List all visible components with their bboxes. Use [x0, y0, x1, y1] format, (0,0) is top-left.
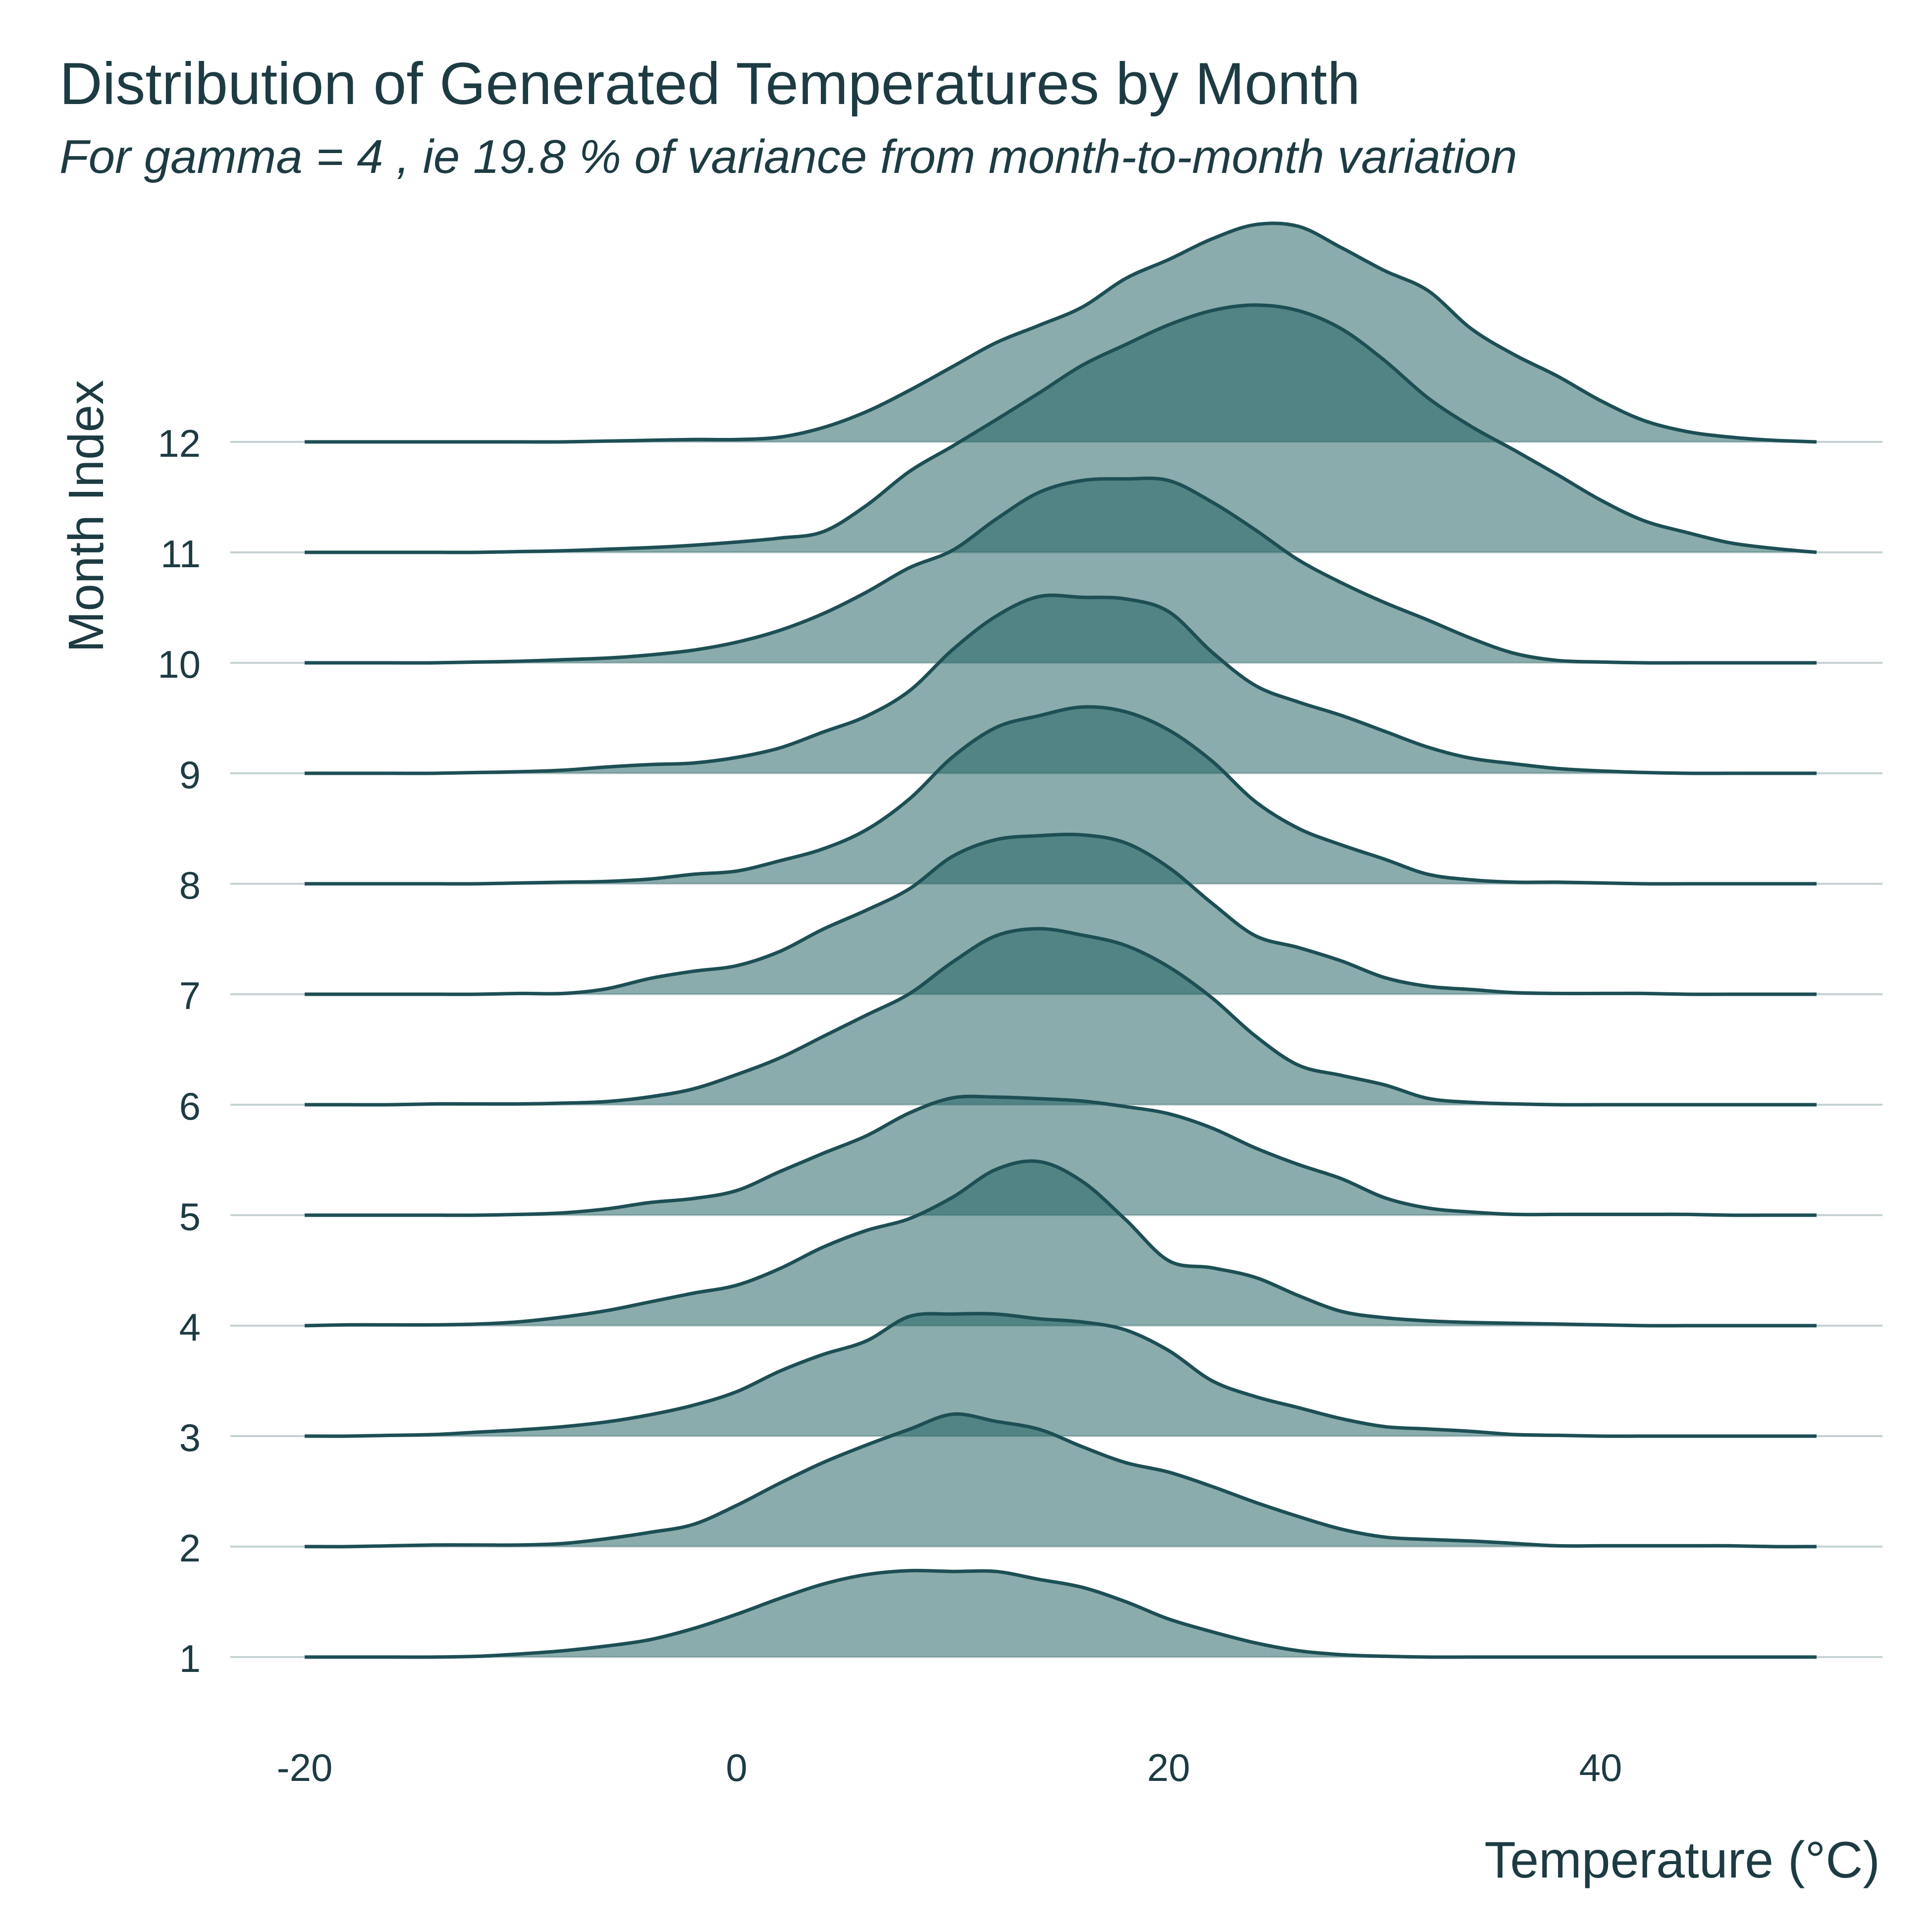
ridge-area-month-7 — [305, 834, 1817, 995]
x-tick-label-20: 20 — [1147, 1746, 1190, 1789]
chart-title: Distribution of Generated Temperatures b… — [59, 51, 1360, 117]
ridge-line-month-3 — [304, 1312, 1817, 1438]
y-tick-label-7: 7 — [179, 974, 201, 1018]
y-tick-label-9: 9 — [179, 753, 201, 797]
y-tick-label-6: 6 — [179, 1084, 201, 1128]
y-tick-label-3: 3 — [179, 1416, 201, 1459]
ridge-area-month-8 — [305, 706, 1817, 884]
ridge-area-month-2 — [305, 1414, 1817, 1547]
ridge-line-month-7 — [305, 832, 1817, 996]
y-tick-label-10: 10 — [158, 643, 201, 686]
y-tick-label-4: 4 — [179, 1305, 201, 1349]
y-tick-label-2: 2 — [179, 1526, 201, 1570]
ridge-area-month-11 — [305, 305, 1817, 553]
x-tick-label-neg20: -20 — [277, 1746, 333, 1789]
ridge-area-month-3 — [305, 1313, 1817, 1437]
ridge-area-month-5 — [305, 1096, 1817, 1216]
ridge-area-month-1 — [305, 1570, 1817, 1658]
ridge-line-month-2 — [304, 1412, 1817, 1549]
ridge-area-month-6 — [305, 928, 1817, 1105]
ridge-line-month-1 — [305, 1568, 1817, 1659]
ridge-line-month-8 — [304, 705, 1817, 886]
y-tick-label-11: 11 — [161, 532, 201, 576]
ridge-line-month-4 — [304, 1159, 1817, 1328]
ridge-line-month-5 — [304, 1094, 1817, 1217]
ridge-line-month-6 — [305, 927, 1817, 1107]
x-axis-title: Temperature (°C) — [1484, 1831, 1880, 1889]
ridge-line-month-11 — [305, 303, 1817, 554]
x-tick-labels: -20 0 20 40 — [277, 1746, 1622, 1789]
x-tick-label-40: 40 — [1579, 1746, 1622, 1789]
ridge-area-month-12 — [305, 223, 1817, 442]
ridge-area-month-10 — [305, 478, 1817, 663]
x-tick-label-0: 0 — [726, 1746, 747, 1789]
y-tick-label-12: 12 — [158, 422, 201, 465]
ridge-area-month-9 — [305, 595, 1817, 774]
y-axis-title: Month Index — [58, 380, 114, 652]
y-tick-label-5: 5 — [179, 1195, 201, 1238]
ridge-line-month-9 — [304, 593, 1817, 775]
ridge-line-month-12 — [304, 221, 1817, 444]
ridge-area-month-4 — [305, 1161, 1817, 1326]
ridge-line-month-10 — [305, 477, 1817, 665]
y-tick-label-8: 8 — [179, 863, 201, 907]
y-tick-label-1: 1 — [179, 1637, 201, 1680]
ridge-layer — [304, 221, 1817, 1659]
chart-subtitle: For gamma = 4 , ie 19.8 % of variance fr… — [59, 130, 1517, 183]
